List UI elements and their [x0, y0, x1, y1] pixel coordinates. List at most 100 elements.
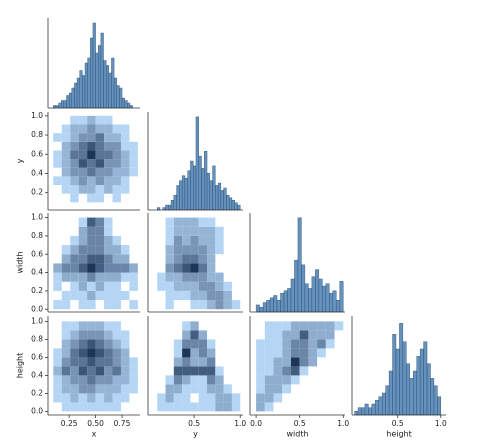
heat-cell: [87, 226, 96, 236]
heat-cell: [87, 357, 96, 367]
heat-cell: [61, 339, 71, 349]
bar: [385, 385, 390, 416]
heat-cell: [299, 366, 309, 376]
heat-cell: [173, 366, 183, 376]
heat-cell: [104, 384, 113, 394]
heat-cell: [120, 141, 130, 151]
heat-cell: [120, 263, 130, 273]
heat-cell: [112, 339, 121, 349]
heat-cell: [104, 290, 113, 301]
heat-cell: [299, 348, 309, 358]
bar: [127, 102, 131, 109]
heat-cell: [190, 217, 199, 227]
heat-cell: [264, 375, 274, 385]
heat-cell: [112, 348, 121, 358]
bar: [121, 97, 125, 109]
heat-cell: [61, 133, 71, 142]
heat-cell: [182, 393, 191, 403]
heat-cell: [207, 290, 216, 301]
bar: [76, 77, 80, 109]
heat-cell: [198, 281, 208, 291]
y-tick-label: 0.2: [31, 188, 43, 197]
heat-cell: [207, 375, 216, 385]
heat-cell: [61, 124, 71, 134]
heat-cell: [282, 348, 291, 358]
y-tick-label: 0.0: [31, 406, 43, 415]
heat-cell: [104, 245, 113, 255]
heat-cell: [129, 159, 138, 168]
heat-cell: [120, 393, 130, 403]
heat-cell: [182, 217, 191, 227]
heat-cell: [120, 272, 130, 282]
heat-cell: [207, 357, 216, 367]
bar: [423, 341, 428, 416]
bar: [413, 370, 417, 416]
y-axis-label: width: [16, 251, 25, 273]
heat-cell: [207, 235, 216, 246]
heat-cell: [104, 339, 113, 349]
heat-cell: [104, 159, 113, 168]
bar: [266, 300, 271, 313]
heat-cell: [78, 124, 88, 134]
heat-cell: [70, 330, 79, 340]
bar: [179, 180, 183, 211]
heat-cell: [182, 384, 191, 394]
heat-cell: [87, 254, 96, 264]
heat-cell: [198, 235, 208, 246]
heat-cell: [112, 290, 121, 301]
heat-cell: [256, 375, 265, 385]
heat-cell: [95, 321, 105, 331]
heat-cell: [223, 300, 232, 310]
heat-cell: [190, 272, 199, 282]
bar: [108, 72, 112, 109]
heat-cell: [264, 348, 274, 358]
heat-cell: [70, 245, 79, 255]
heat-cell: [198, 226, 208, 236]
heat-cell: [95, 290, 105, 301]
heat-cell: [273, 321, 283, 331]
bar: [269, 297, 274, 313]
bar: [92, 22, 96, 109]
heat-cell: [112, 245, 121, 255]
bar: [95, 52, 99, 109]
heat-cell: [207, 245, 216, 255]
heat-cell: [95, 141, 105, 151]
bar: [190, 160, 194, 211]
heat-cell: [70, 141, 79, 151]
x-axis-label: x: [92, 430, 97, 439]
heat-cell: [207, 272, 216, 282]
y-tick-label: 0.6: [31, 149, 43, 158]
heat-cell: [256, 384, 265, 394]
heat-cell: [112, 167, 121, 177]
bar: [361, 407, 366, 416]
heat-cell: [104, 226, 113, 236]
heat-cell: [157, 393, 166, 403]
y-tick-label: 0.4: [31, 370, 43, 379]
heat-cell: [182, 272, 191, 282]
heat-cell: [165, 226, 174, 236]
heat-cell: [129, 300, 138, 310]
heat-cell: [129, 281, 138, 291]
heat-cell: [61, 366, 71, 376]
heat-cell: [78, 141, 88, 151]
heat-cell: [120, 167, 130, 177]
bar: [301, 264, 306, 313]
heat-cell: [87, 124, 96, 134]
bar: [226, 195, 230, 211]
bar: [71, 87, 75, 109]
heat-cell: [78, 300, 88, 310]
heat-cell: [104, 185, 113, 194]
bar: [98, 45, 102, 109]
heat-cell: [317, 339, 326, 349]
heat-cell: [104, 263, 113, 273]
y-tick-label: 0.4: [31, 268, 43, 277]
heat-cell: [190, 330, 199, 340]
heat-cell: [264, 402, 274, 412]
bar: [395, 348, 400, 416]
heat-cell: [78, 176, 88, 186]
heat-cell: [61, 185, 71, 194]
heat-cell: [182, 357, 191, 367]
heat-cell: [198, 384, 208, 394]
heat-cell: [129, 141, 138, 151]
heat-cell: [70, 133, 79, 142]
